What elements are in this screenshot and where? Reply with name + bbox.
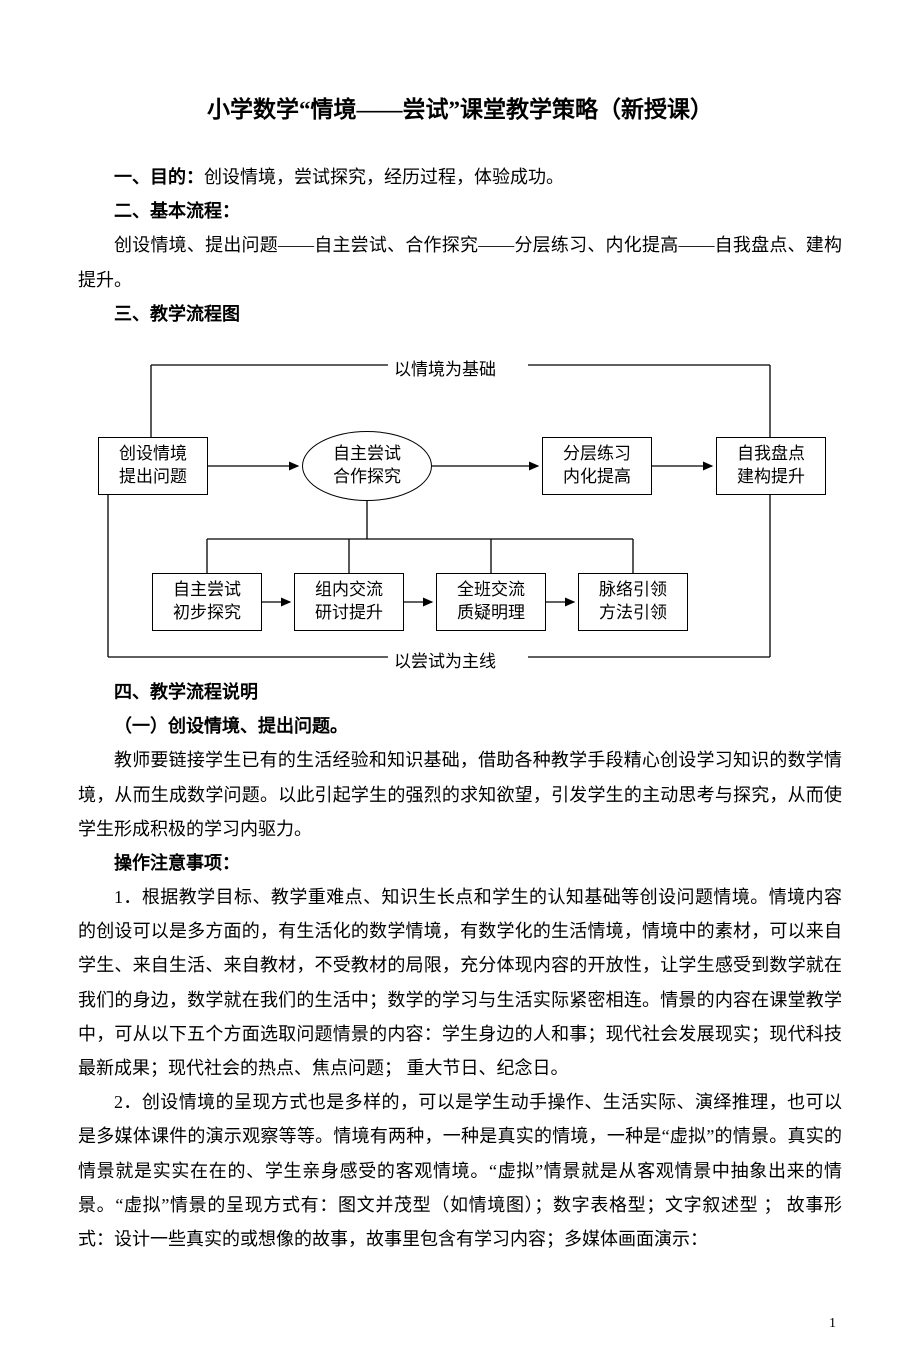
section-4-head: 四、教学流程说明 (78, 675, 842, 709)
node-line: 提出问题 (119, 466, 187, 489)
flowchart-node-n4: 自我盘点 建构提升 (716, 437, 826, 495)
ops-item-2: 2．创设情境的呈现方式也是多样的，可以是学生动手操作、生活实际、演绎推理，也可以… (78, 1085, 842, 1256)
ops-head: 操作注意事项： (78, 846, 842, 880)
node-line: 脉络引领 (599, 579, 667, 602)
flowchart: 以情境为基础 以尝试为主线 创设情境 提出问题 自主尝试 合作探究 分层练习 内… (80, 349, 840, 669)
page-title: 小学数学“情境——尝试”课堂教学策略（新授课） (78, 90, 842, 124)
section-4-sub1: （一）创设情境、提出问题。 (78, 709, 842, 743)
node-line: 自我盘点 (737, 443, 805, 466)
flowchart-node-b2: 组内交流 研讨提升 (294, 573, 404, 631)
flowchart-node-b4: 脉络引领 方法引领 (578, 573, 688, 631)
node-line: 质疑明理 (457, 602, 525, 625)
flowchart-bottom-label: 以尝试为主线 (390, 647, 500, 672)
flowchart-node-b3: 全班交流 质疑明理 (436, 573, 546, 631)
page-number: 1 (78, 1316, 842, 1332)
node-line: 组内交流 (315, 579, 383, 602)
flowchart-node-b1: 自主尝试 初步探究 (152, 573, 262, 631)
flowchart-node-n2: 自主尝试 合作探究 (302, 431, 432, 501)
node-line: 初步探究 (173, 602, 241, 625)
node-line: 研讨提升 (315, 602, 383, 625)
flowchart-node-n3: 分层练习 内化提高 (542, 437, 652, 495)
node-line: 分层练习 (563, 443, 631, 466)
ops-item-1: 1．根据教学目标、教学重难点、知识生长点和学生的认知基础等创设问题情境。情境内容… (78, 880, 842, 1085)
node-line: 自主尝试 (333, 443, 401, 466)
section-2-text: 创设情境、提出问题——自主尝试、合作探究——分层练习、内化提高——自我盘点、建构… (78, 228, 842, 296)
section-1-text: 创设情境，尝试探究，经历过程，体验成功。 (204, 167, 564, 187)
section-1-line: 一、目的：创设情境，尝试探究，经历过程，体验成功。 (78, 160, 842, 194)
section-2-head: 二、基本流程： (78, 194, 842, 228)
section-3-head: 三、教学流程图 (78, 297, 842, 331)
node-line: 建构提升 (737, 466, 805, 489)
flowchart-node-n1: 创设情境 提出问题 (98, 437, 208, 495)
section-1-head: 一、目的： (114, 167, 204, 187)
node-line: 内化提高 (563, 466, 631, 489)
node-line: 创设情境 (119, 443, 187, 466)
node-line: 合作探究 (333, 466, 401, 489)
flowchart-top-label: 以情境为基础 (390, 355, 500, 380)
section-4-p1: 教师要链接学生已有的生活经验和知识基础，借助各种教学手段精心创设学习知识的数学情… (78, 743, 842, 846)
node-line: 自主尝试 (173, 579, 241, 602)
node-line: 方法引领 (599, 602, 667, 625)
node-line: 全班交流 (457, 579, 525, 602)
